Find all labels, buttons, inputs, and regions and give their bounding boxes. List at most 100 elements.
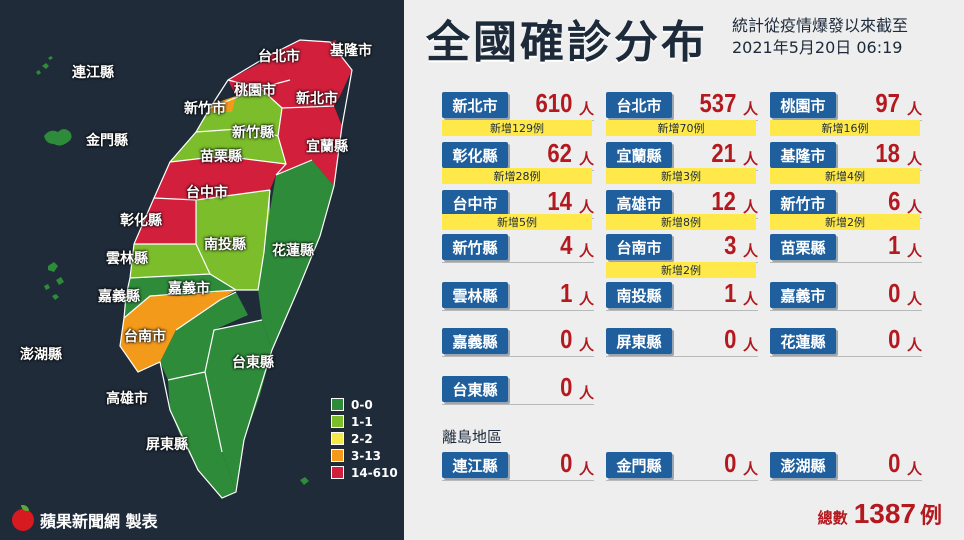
- unit-label: 人: [742, 198, 758, 216]
- city-card: 台東縣 0 人: [442, 372, 594, 405]
- case-count: 3: [723, 230, 736, 260]
- city-name-tag: 花蓮縣: [770, 328, 836, 354]
- stats-panel: 全國確診分布 統計從疫情爆發以來截至 2021年5月20日 06:19 新北市 …: [404, 0, 964, 540]
- map-label-miaoli: 苗栗縣: [200, 149, 242, 165]
- legend-swatch: [331, 432, 344, 445]
- card-underline: [770, 480, 922, 481]
- city-card: 台北市 537 人: [606, 88, 758, 121]
- city-card: 宜蘭縣 21 人: [606, 138, 758, 171]
- case-count: 4: [559, 230, 572, 260]
- case-count: 1: [723, 278, 736, 308]
- unit-label: 人: [578, 198, 594, 216]
- city-name-tag: 屏東縣: [606, 328, 672, 354]
- region-chiayi: [124, 274, 236, 318]
- legend-row: 2-2: [331, 430, 398, 447]
- case-count: 0: [723, 448, 736, 478]
- card-underline: [442, 404, 594, 405]
- city-card: 新竹縣 4 人: [442, 230, 594, 263]
- brand: 蘋果新聞網 製表: [12, 505, 158, 532]
- card-underline: [442, 356, 594, 357]
- unit-label: 人: [906, 150, 922, 168]
- unit-label: 人: [906, 242, 922, 260]
- map-legend: 0-0 1-1 2-2 3-13 14-610: [331, 396, 398, 481]
- case-count: 6: [887, 186, 900, 216]
- card-underline: [606, 480, 758, 481]
- lianjiang-islands: [36, 56, 53, 75]
- region-taipei: [292, 54, 316, 78]
- unit-label: 人: [578, 290, 594, 308]
- case-count: 97: [875, 88, 900, 118]
- case-count: 0: [559, 324, 572, 354]
- city-name-tag: 桃園市: [770, 92, 836, 118]
- unit-label: 人: [906, 460, 922, 478]
- new-cases-bar: 新增8例: [606, 214, 756, 230]
- map-label-taoyuan: 桃園市: [234, 83, 276, 99]
- green-islet-east: [300, 477, 309, 485]
- subtitle-line1: 統計從疫情爆發以來截至: [732, 16, 909, 35]
- total-unit: 例: [919, 504, 942, 529]
- city-card: 花蓮縣 0 人: [770, 324, 922, 357]
- case-count: 0: [887, 448, 900, 478]
- city-name-tag: 嘉義縣: [442, 328, 508, 354]
- unit-label: 人: [742, 290, 758, 308]
- unit-label: 人: [906, 100, 922, 118]
- city-card: 基隆市 18 人: [770, 138, 922, 171]
- map-label-kaohsiung: 高雄市: [106, 391, 148, 407]
- island-card: 金門縣 0 人: [606, 448, 758, 481]
- card-underline: [770, 310, 922, 311]
- kinmen-island: [44, 129, 72, 146]
- unit-label: 人: [578, 336, 594, 354]
- card-underline: [442, 262, 594, 263]
- map-label-lianjiang: 連江縣: [72, 65, 114, 81]
- unit-label: 人: [578, 150, 594, 168]
- city-card: 彰化縣 62 人: [442, 138, 594, 171]
- legend-row: 1-1: [331, 413, 398, 430]
- case-count: 0: [887, 324, 900, 354]
- city-name-tag: 新北市: [442, 92, 508, 118]
- unit-label: 人: [578, 100, 594, 118]
- unit-label: 人: [906, 198, 922, 216]
- map-label-chiayi-city: 嘉義市: [168, 281, 210, 297]
- region-keelung: [320, 40, 338, 54]
- city-name-tag: 台東縣: [442, 376, 508, 402]
- region-yunlin: [130, 244, 210, 278]
- taiwan-map: [36, 39, 353, 499]
- city-card: 南投縣 1 人: [606, 278, 758, 311]
- region-hsinchu-county: [196, 88, 282, 136]
- city-card: 雲林縣 1 人: [442, 278, 594, 311]
- city-name-tag: 苗栗縣: [770, 234, 836, 260]
- unit-label: 人: [742, 150, 758, 168]
- island-card: 澎湖縣 0 人: [770, 448, 922, 481]
- city-name-tag: 南投縣: [606, 282, 672, 308]
- unit-label: 人: [906, 336, 922, 354]
- case-count: 21: [711, 138, 736, 168]
- city-card: 台南市 3 人: [606, 230, 758, 263]
- city-card: 台中市 14 人: [442, 186, 594, 219]
- new-cases-bar: 新增28例: [442, 168, 592, 184]
- map-label-hsinchu-city: 新竹市: [184, 101, 226, 117]
- unit-label: 人: [742, 336, 758, 354]
- map-label-penghu: 澎湖縣: [20, 347, 62, 363]
- legend-swatch: [331, 449, 344, 462]
- card-underline: [606, 310, 758, 311]
- map-label-changhua: 彰化縣: [120, 213, 162, 229]
- region-taoyuan: [228, 58, 290, 96]
- map-label-taitung: 台東縣: [232, 355, 274, 371]
- subtitle-line2: 2021年5月20日 06:19: [732, 38, 903, 57]
- map-label-keelung: 基隆市: [330, 43, 372, 59]
- case-count: 1: [559, 278, 572, 308]
- legend-label: 2-2: [351, 431, 373, 446]
- map-label-yilan: 宜蘭縣: [306, 139, 348, 155]
- region-taichung: [154, 156, 286, 200]
- city-name-tag: 金門縣: [606, 452, 672, 478]
- map-label-new-taipei: 新北市: [296, 91, 338, 107]
- case-count: 1: [887, 230, 900, 260]
- legend-label: 0-0: [351, 397, 373, 412]
- legend-label: 3-13: [351, 448, 382, 463]
- unit-label: 人: [906, 290, 922, 308]
- city-card: 嘉義市 0 人: [770, 278, 922, 311]
- unit-label: 人: [742, 242, 758, 260]
- page-title: 全國確診分布: [426, 17, 708, 68]
- legend-row: 3-13: [331, 447, 398, 464]
